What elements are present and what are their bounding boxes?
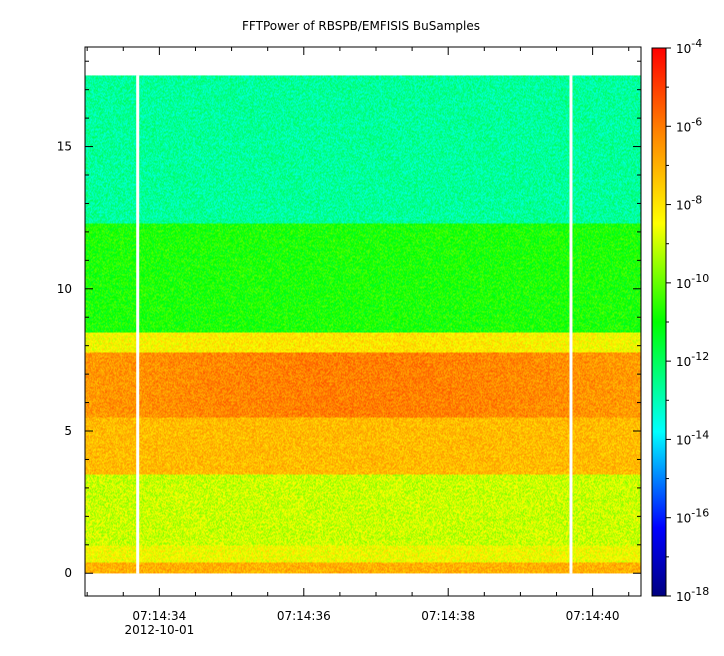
colorbar-tick-label: 10-10 xyxy=(676,272,709,291)
plot-frame xyxy=(84,46,642,597)
colorbar-tick-label: 10-14 xyxy=(676,428,709,447)
x-tick-label: 07:14:40 xyxy=(566,609,620,623)
heatmap-layer xyxy=(85,75,641,574)
colorbar-tick-label: 10-6 xyxy=(676,115,702,134)
colorbar-tick-label: 10-8 xyxy=(676,194,702,213)
colorbar-tick-label: 10-18 xyxy=(676,585,709,604)
y-tick-label: 15 xyxy=(57,140,72,154)
x-tick-label: 07:14:36 xyxy=(277,609,331,623)
y-tick-label: 10 xyxy=(57,282,72,296)
colorbar-tick-label: 10-12 xyxy=(676,350,709,369)
y-tick-label: 5 xyxy=(64,424,72,438)
chart-title: FFTPower of RBSPB/EMFISIS BuSamples xyxy=(242,19,480,33)
x-tick-label: 07:14:34 xyxy=(132,609,186,623)
data-gaps xyxy=(136,75,573,574)
data-gap-column xyxy=(569,75,573,574)
x-tick-date-label: 2012-10-01 xyxy=(124,623,194,637)
y-tick-label: 0 xyxy=(64,566,72,580)
colorbar-gradient xyxy=(652,48,666,596)
colorbar: 10-4 10-6 10-8 10-10 10-12 10-14 10-16 10-18 xyxy=(651,37,709,604)
y-axis: 0 5 10 15 xyxy=(57,60,641,580)
heatmap-image xyxy=(85,75,641,574)
colorbar-ticks: 10-4 10-6 10-8 10-10 10-12 10-14 10-16 10-18 xyxy=(666,37,709,604)
plot-area xyxy=(84,46,642,597)
colorbar-tick-label: 10-4 xyxy=(676,37,702,56)
data-gap-column xyxy=(136,75,140,574)
x-tick-label: 07:14:38 xyxy=(421,609,475,623)
colorbar-tick-label: 10-16 xyxy=(676,507,709,526)
